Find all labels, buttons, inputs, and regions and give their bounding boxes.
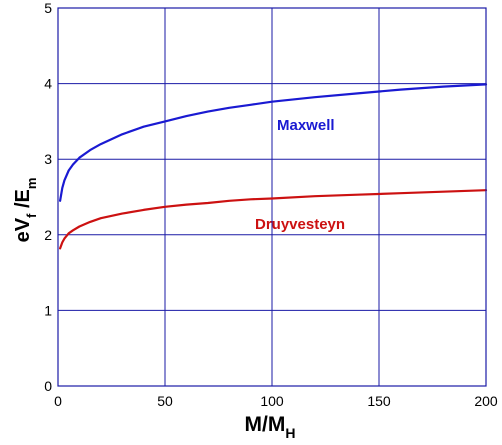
series-label-maxwell: Maxwell [277, 117, 335, 134]
y-tick-label: 2 [44, 227, 52, 243]
tick-labels: 0 50 100 150 200 0 1 2 3 4 5 [44, 0, 498, 409]
plot-frame [57, 7, 487, 387]
x-tick-label: 0 [54, 393, 62, 409]
y-axis-label-sub1: f [24, 213, 39, 218]
y-axis-label-part2: /E [12, 189, 34, 213]
y-axis-label-sub2: m [24, 178, 39, 190]
series-label-druyvesteyn: Druyvesteyn [255, 216, 345, 233]
x-tick-label: 100 [260, 393, 284, 409]
y-axis-label-part1: eV [12, 217, 34, 242]
y-tick-label: 5 [44, 0, 52, 16]
series-group [59, 83, 488, 250]
x-tick-label: 50 [157, 393, 173, 409]
series-line-maxwell [59, 83, 488, 202]
y-axis-label: eVf /Em [12, 178, 39, 243]
series-line-druyvesteyn [59, 189, 488, 250]
x-tick-label: 150 [367, 393, 391, 409]
x-axis-label-main: M/M [245, 413, 286, 436]
y-tick-label: 1 [44, 302, 52, 318]
y-tick-label: 4 [44, 76, 52, 92]
y-tick-label: 3 [44, 151, 52, 167]
x-axis-label: M/MH [245, 413, 296, 441]
x-tick-label: 200 [474, 393, 498, 409]
x-axis-label-sub: H [285, 425, 295, 441]
y-tick-label: 0 [44, 378, 52, 394]
